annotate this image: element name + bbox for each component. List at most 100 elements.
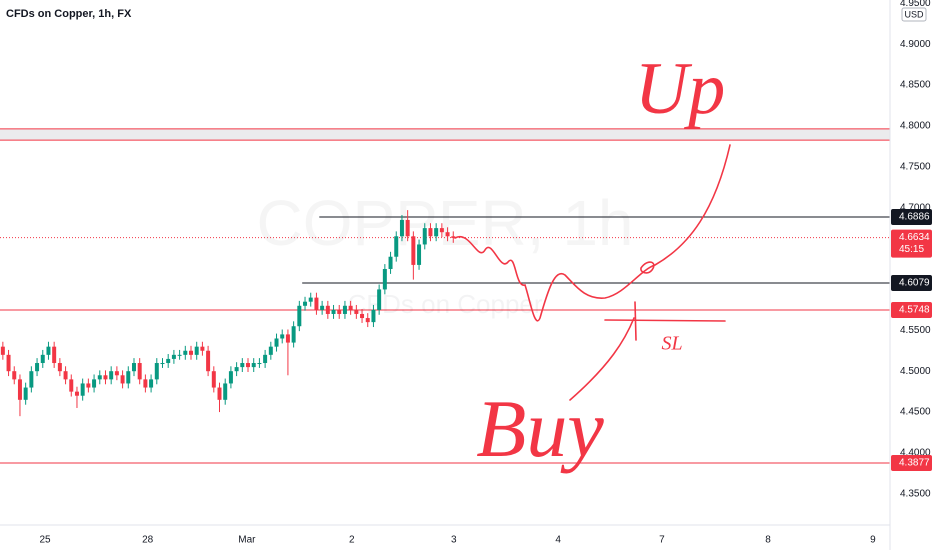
watermark-subtitle: CFDs on Copper <box>347 289 542 319</box>
candle-body <box>154 363 159 380</box>
candle-body <box>183 350 188 355</box>
candle-body <box>177 354 182 356</box>
candle-body <box>303 301 308 306</box>
y-tick-label: 4.4000 <box>900 448 931 459</box>
candle-body <box>360 313 365 319</box>
candle-body <box>445 232 450 237</box>
y-tick-label: 4.5500 <box>900 325 931 336</box>
candle-body <box>297 305 302 327</box>
annotation: Buy <box>476 383 604 474</box>
candle-body <box>217 387 222 400</box>
candle-body <box>200 346 205 351</box>
candle-body <box>12 371 17 380</box>
currency-box[interactable] <box>901 7 927 22</box>
candle-body <box>285 334 290 343</box>
candle-body <box>6 354 11 372</box>
candle-body <box>405 219 410 237</box>
candle-body <box>29 371 34 388</box>
x-tick-label: 28 <box>142 535 154 546</box>
x-tick-label: 7 <box>659 535 665 546</box>
chart-title: CFDs on Copper, 1h, FX <box>6 8 132 20</box>
candle-body <box>109 371 114 380</box>
x-tick-label: 9 <box>870 535 876 546</box>
candle-body <box>46 346 51 355</box>
candle-body <box>422 228 427 245</box>
candle-body <box>246 363 251 368</box>
candle-body <box>166 358 171 364</box>
current-price-label: 4.6634 <box>899 232 930 243</box>
candle-body <box>337 309 342 314</box>
annotation: SL <box>661 333 682 355</box>
candle-body <box>69 379 74 392</box>
candle-body <box>86 383 91 388</box>
watermark: COPPER, 1h <box>256 187 633 259</box>
candle-body <box>325 305 330 314</box>
candle-body <box>377 289 382 310</box>
price-tag-label: 4.6079 <box>899 278 930 289</box>
candle-body <box>314 297 319 310</box>
y-tick-label: 4.5000 <box>900 366 931 377</box>
candle-body <box>234 367 239 372</box>
candle-body <box>97 375 102 380</box>
candle-body <box>223 383 228 400</box>
candle-body <box>35 363 40 372</box>
y-tick-label: 4.8000 <box>900 121 931 132</box>
candle-body <box>80 383 85 396</box>
candle-body <box>268 346 273 355</box>
candle-body <box>342 305 347 314</box>
candle-body <box>137 363 142 380</box>
candle-body <box>0 346 5 355</box>
price-tag <box>891 208 932 225</box>
y-tick-label: 4.4500 <box>900 407 931 418</box>
x-tick-label: 25 <box>39 535 51 546</box>
y-tick-label: 4.9500 <box>900 0 931 9</box>
candle-body <box>365 318 370 323</box>
candle-body <box>206 350 211 372</box>
candle-body <box>274 338 279 347</box>
candle-body <box>280 334 285 339</box>
candle-body <box>331 309 336 314</box>
candle-body <box>63 371 68 380</box>
candle-body <box>57 363 62 372</box>
candle-body <box>160 363 165 365</box>
candle-body <box>308 297 313 302</box>
candle-body <box>439 228 444 233</box>
currency[interactable]: USD <box>904 9 924 19</box>
candle-body <box>388 256 393 269</box>
price-tag <box>891 302 932 319</box>
candle-body <box>40 354 45 364</box>
candle-body <box>371 309 376 323</box>
candle-body <box>143 379 148 388</box>
candle-body <box>194 346 199 355</box>
candle-body <box>149 379 154 388</box>
candle-body <box>263 354 268 364</box>
candle-body <box>251 363 256 368</box>
candle-body <box>417 244 422 265</box>
candle-body <box>52 346 57 364</box>
candle-body <box>92 379 97 388</box>
candle-body <box>171 354 176 359</box>
x-tick-label: 2 <box>349 535 355 546</box>
candle-body <box>114 371 119 376</box>
candle-body <box>428 228 433 237</box>
y-tick-label: 4.7500 <box>900 161 931 172</box>
candle-body <box>451 236 456 238</box>
candle-body <box>131 363 136 372</box>
candle-body <box>120 375 125 384</box>
price-tag-label: 4.6886 <box>899 212 930 223</box>
y-tick-label: 4.7000 <box>900 202 931 213</box>
candle-body <box>382 268 387 290</box>
candle-body <box>348 305 353 310</box>
x-tick-label: 4 <box>555 535 561 546</box>
candle-body <box>399 219 404 237</box>
price-tag-label: 4.5748 <box>899 305 930 316</box>
price-tag <box>891 455 932 472</box>
y-tick-label: 4.8500 <box>900 80 931 91</box>
price-tag-label: 4.3877 <box>899 458 930 469</box>
candle-body <box>394 236 399 257</box>
candle-body <box>291 326 296 343</box>
candle-body <box>434 228 439 237</box>
candle-body <box>320 305 325 310</box>
candle-body <box>257 363 262 365</box>
